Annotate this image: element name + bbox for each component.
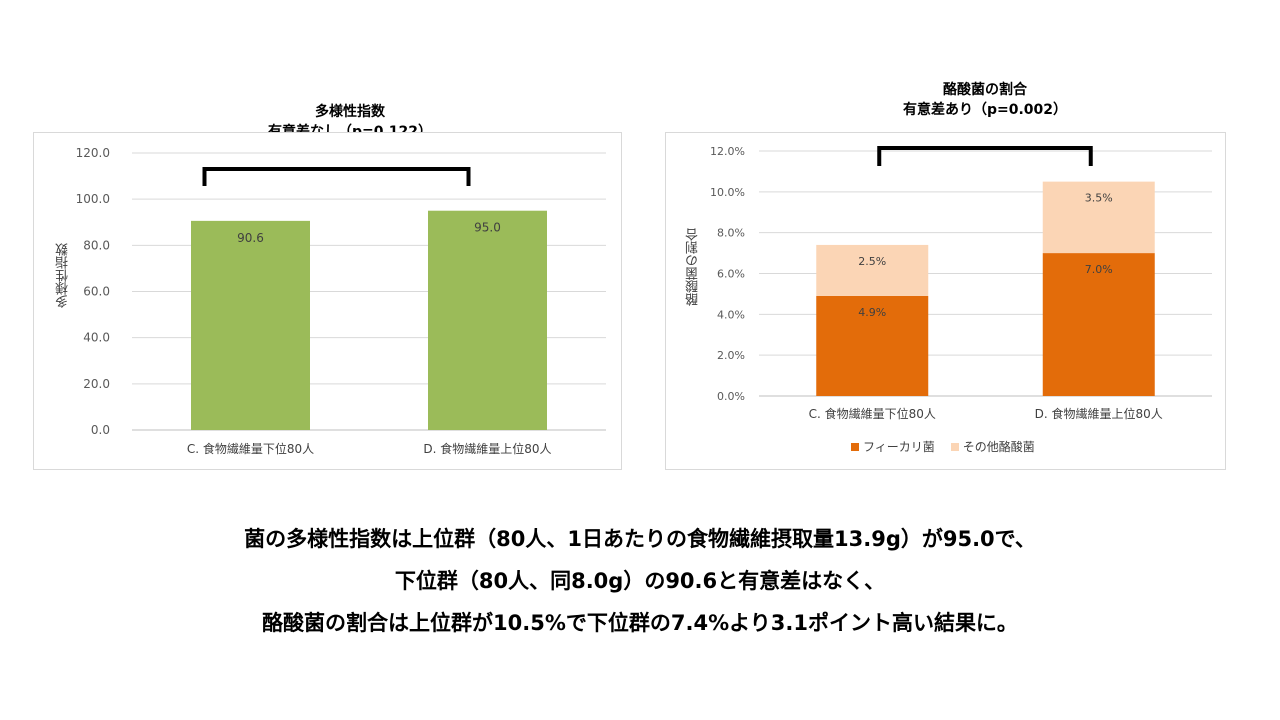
legend-item-other: その他酪酸菌 bbox=[950, 438, 1035, 455]
x-tick-label: D. 食物繊維量上位80人 bbox=[1035, 406, 1163, 421]
diversity-chart: 多様性指数 0.0 20.0 40.0 60.0 80.0 100.0 120.0 90.6 C… bbox=[33, 132, 622, 470]
y-tick-label: 40.0 bbox=[83, 331, 110, 345]
legend-label-other: その他酪酸菌 bbox=[962, 440, 1035, 454]
caption-line-2: 下位群（80人、同8.0g）の90.6と有意差はなく、 bbox=[394, 569, 886, 593]
y-tick-label: 4.0% bbox=[717, 308, 745, 321]
y-tick-label: 6.0% bbox=[717, 268, 745, 281]
y-tick-label: 0.0% bbox=[717, 390, 745, 403]
diversity-chart-svg: 0.0 20.0 40.0 60.0 80.0 100.0 120.0 90.6 C. 食物繊維… bbox=[76, 146, 606, 456]
bar-value-label: 90.6 bbox=[237, 231, 264, 245]
stacked-bar-segment bbox=[816, 244, 929, 296]
bar bbox=[428, 210, 547, 430]
legend-swatch-faecali bbox=[851, 442, 859, 451]
butyrate-chart-svg: 0.0% 2.0% 4.0% 6.0% 8.0% 10.0% 12.0% 4.9% 2.5% C.… bbox=[710, 145, 1212, 421]
legend-label-faecali: フィーカリ菌 bbox=[863, 440, 935, 454]
y-tick-label: 12.0% bbox=[710, 145, 745, 158]
left-chart-title: 多様性指数 bbox=[315, 104, 385, 120]
y-tick-label: 8.0% bbox=[717, 227, 745, 240]
caption-line-1: 菌の多様性指数は上位群（80人、1日あたりの食物繊維摂取量13.9g）が95.0… bbox=[244, 527, 1036, 551]
butyrate-legend: フィーカリ菌 その他酪酸菌 bbox=[851, 438, 1035, 455]
segment-value-label: 3.5% bbox=[1085, 192, 1113, 205]
bar bbox=[191, 220, 310, 430]
legend-item-faecali: フィーカリ菌 bbox=[851, 438, 935, 455]
segment-value-label: 7.0% bbox=[1085, 263, 1113, 276]
x-tick-label: D. 食物繊維量上位80人 bbox=[423, 441, 551, 456]
y-tick-label: 120.0 bbox=[76, 146, 110, 160]
y-tick-label: 0.0 bbox=[91, 423, 110, 437]
y-tick-label: 60.0 bbox=[83, 285, 110, 299]
bar-value-label: 95.0 bbox=[474, 221, 501, 235]
stacked-bar-segment bbox=[1042, 181, 1155, 254]
y-tick-label: 10.0% bbox=[710, 186, 745, 199]
stacked-bar-segment bbox=[816, 295, 929, 396]
y-tick-label: 2.0% bbox=[717, 349, 745, 362]
segment-value-label: 4.9% bbox=[858, 306, 886, 319]
segment-value-label: 2.5% bbox=[858, 255, 886, 268]
significance-bracket bbox=[202, 167, 471, 186]
butyrate-chart: 酪酸菌の割合 0.0% 2.0% 4.0% 6.0% 8.0% 10.0% 12.0% 4.9… bbox=[665, 132, 1226, 470]
right-chart-subtitle: 有意差あり（p=0.002） bbox=[902, 102, 1068, 118]
y-tick-label: 20.0 bbox=[83, 377, 110, 391]
legend-swatch-other bbox=[950, 442, 959, 451]
significance-bracket bbox=[877, 146, 1093, 166]
right-chart-title: 酪酸菌の割合 bbox=[943, 82, 1027, 98]
stacked-bar-segment bbox=[1042, 253, 1155, 396]
y-tick-label: 100.0 bbox=[76, 192, 110, 206]
caption-line-3: 酪酸菌の割合は上位群が10.5%で下位群の7.4%より3.1ポイント高い結果に。 bbox=[262, 611, 1018, 635]
y-tick-label: 80.0 bbox=[83, 238, 110, 252]
right-chart-title-block: 酪酸菌の割合 有意差あり（p=0.002） bbox=[835, 80, 1135, 120]
x-tick-label: C. 食物繊維量下位80人 bbox=[187, 441, 314, 456]
x-tick-label: C. 食物繊維量下位80人 bbox=[809, 406, 936, 421]
